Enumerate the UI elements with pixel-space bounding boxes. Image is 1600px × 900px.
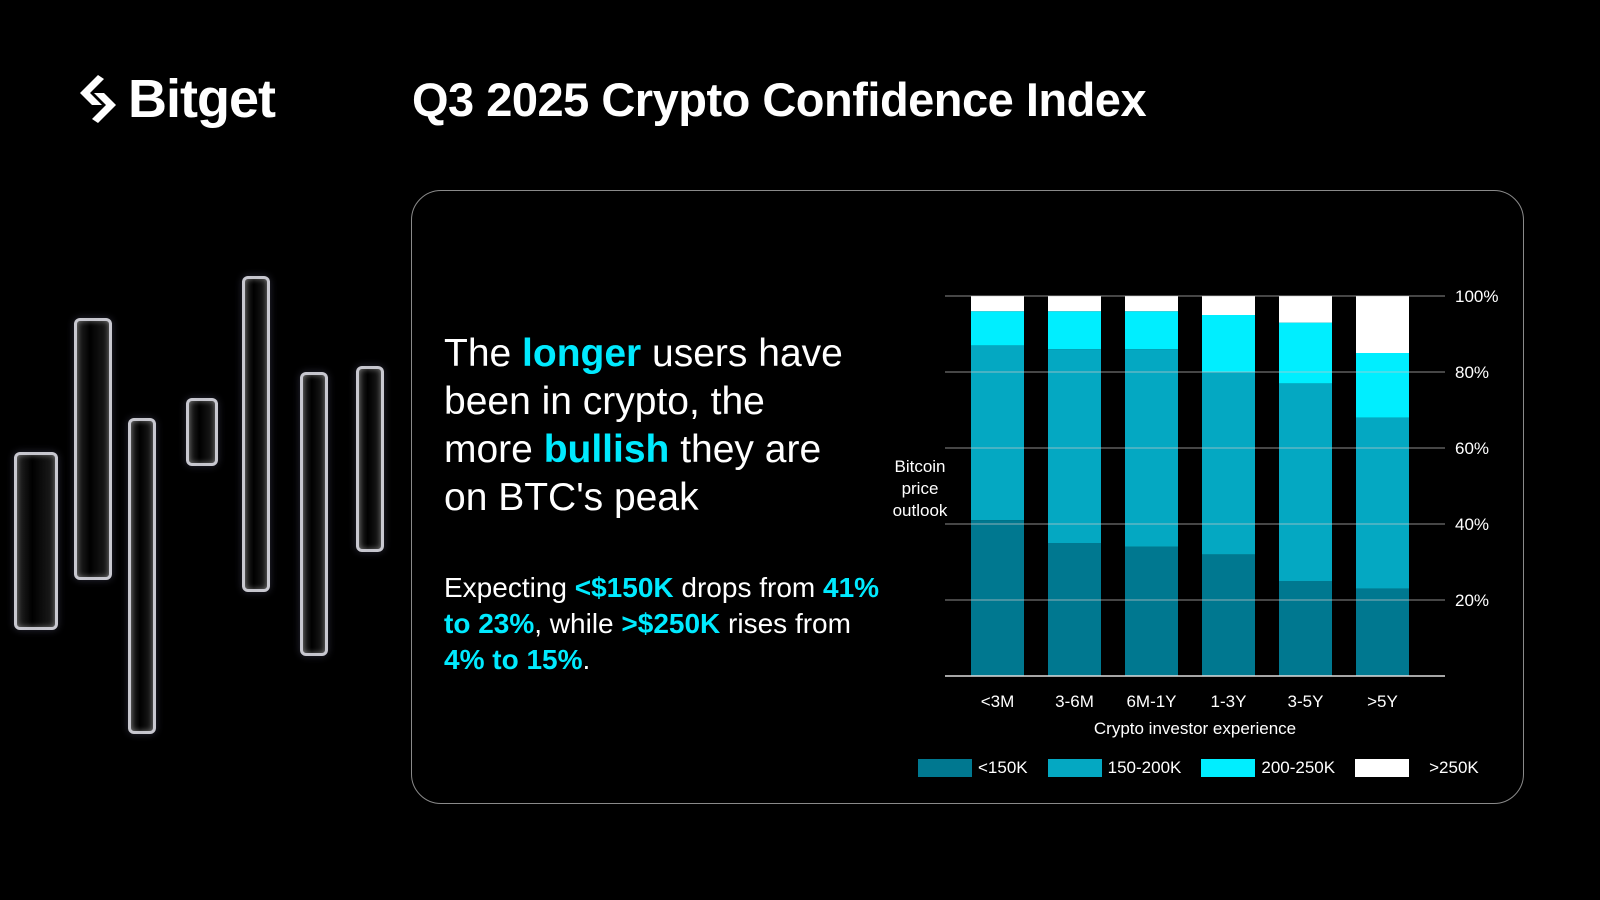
- paragraph-text: Expecting: [444, 572, 575, 603]
- legend-item: 150-200K: [1047, 758, 1182, 778]
- glass-tube: [186, 398, 218, 466]
- paragraph-highlight: 41% to 23%: [444, 572, 880, 639]
- bar-segment: [1125, 546, 1178, 676]
- headline: The longer users have been in crypto, th…: [444, 330, 864, 522]
- glass-tube: [74, 318, 112, 580]
- legend-label: <150K: [978, 758, 1028, 777]
- paragraph-text: .: [582, 644, 591, 675]
- paragraph-text: , while: [534, 608, 622, 639]
- y-axis-title: price: [902, 479, 939, 498]
- legend-label: 200-250K: [1261, 758, 1336, 777]
- legend-swatch: [1201, 759, 1256, 777]
- bar-segment: [1356, 417, 1409, 589]
- glass-tube: [14, 452, 58, 630]
- bar-segment: [1048, 296, 1101, 312]
- bar-segment: [1356, 588, 1409, 676]
- bar-segment: [1202, 315, 1255, 372]
- bar-segment: [1125, 296, 1178, 312]
- bitget-logo: Bitget: [74, 68, 276, 130]
- bar-segment: [1356, 296, 1409, 353]
- bar-segment: [1048, 543, 1101, 676]
- bar-segment: [1279, 296, 1332, 323]
- bar-segment: [1279, 383, 1332, 581]
- headline-highlight: longer: [522, 332, 642, 375]
- chart-card: [411, 190, 1524, 804]
- x-tick-label: >5Y: [1367, 692, 1398, 711]
- page-title: Q3 2025 Crypto Confidence Index: [412, 73, 1147, 126]
- x-tick-label: 1-3Y: [1211, 692, 1247, 711]
- paragraph-highlight: <$150K: [574, 572, 674, 603]
- legend-label: >250K: [1429, 758, 1479, 777]
- bar-segment: [1202, 372, 1255, 555]
- bar-segment: [1279, 581, 1332, 676]
- bar-segment: [971, 311, 1024, 346]
- y-tick-label: 60%: [1455, 439, 1489, 458]
- summary-paragraph: Expecting <$150K drops from 41% to 23%, …: [444, 570, 884, 678]
- headline-highlight: bullish: [543, 428, 670, 471]
- bar-segment: [1125, 311, 1178, 350]
- bar-segment: [971, 520, 1024, 676]
- legend-swatch: [918, 759, 972, 777]
- bar-segment: [1202, 296, 1255, 315]
- legend-swatch: [1355, 759, 1410, 777]
- bar-segment: [1356, 353, 1409, 418]
- bar-segment: [1202, 554, 1255, 676]
- legend-item: 200-250K: [1201, 758, 1335, 778]
- bar-segment: [1048, 349, 1101, 543]
- legend-swatch: [1047, 759, 1102, 777]
- chart-legend: <150K 150-200K 200-250K >250K: [918, 758, 1479, 778]
- paragraph-text: drops from: [673, 572, 824, 603]
- x-tick-label: 3-6M: [1055, 692, 1094, 711]
- x-tick-label: <3M: [981, 692, 1015, 711]
- paragraph-highlight: >$250K: [621, 608, 721, 639]
- glass-tube: [242, 276, 270, 592]
- y-tick-label: 100%: [1455, 287, 1498, 306]
- bitget-logo-icon: [80, 75, 116, 123]
- headline-text: they are on BTC's peak: [444, 428, 822, 519]
- bar-segment: [971, 345, 1024, 521]
- x-tick-label: 6M-1Y: [1126, 692, 1176, 711]
- legend-label: 150-200K: [1107, 758, 1182, 777]
- bar-segment: [1048, 311, 1101, 350]
- paragraph-text: rises from: [720, 608, 851, 639]
- y-tick-label: 20%: [1455, 591, 1489, 610]
- glass-tube: [356, 366, 384, 552]
- brand-name: Bitget: [128, 69, 276, 129]
- paragraph-highlight: 4% to 15%: [444, 644, 583, 675]
- legend-item: >250K: [1355, 758, 1479, 778]
- bar-segment: [1279, 322, 1332, 384]
- y-axis-title: Bitcoin: [894, 457, 945, 476]
- x-axis-title: Crypto investor experience: [1094, 719, 1296, 738]
- headline-text: users have been in crypto, the more: [444, 332, 843, 471]
- glass-tube: [300, 372, 328, 656]
- legend-item: <150K: [918, 758, 1028, 778]
- y-tick-label: 80%: [1455, 363, 1489, 382]
- glass-tube: [128, 418, 156, 734]
- y-axis-title: outlook: [893, 501, 948, 520]
- bar-segment: [971, 296, 1024, 312]
- headline-text: The: [444, 332, 523, 375]
- x-tick-label: 3-5Y: [1288, 692, 1324, 711]
- y-tick-label: 40%: [1455, 515, 1489, 534]
